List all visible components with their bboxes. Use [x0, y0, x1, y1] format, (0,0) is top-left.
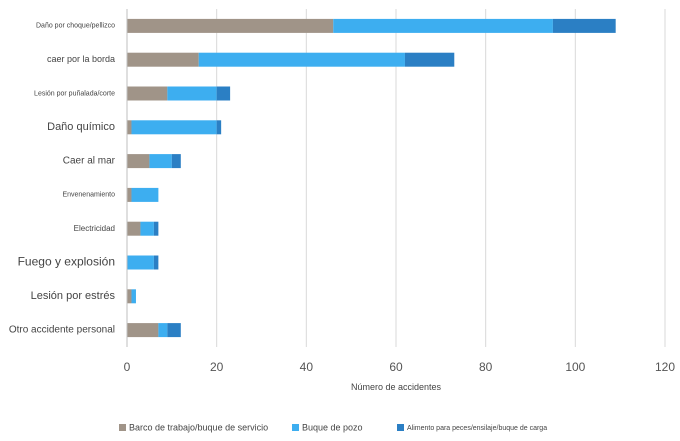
legend-swatch: [292, 424, 299, 431]
bar-segment: [127, 323, 159, 338]
x-tick-label: 60: [389, 360, 403, 374]
bar-segment: [131, 187, 159, 202]
category-label: Lesión por estrés: [31, 290, 116, 302]
category-label: Daño por choque/pellizco: [36, 23, 115, 30]
bar-segment: [216, 86, 231, 101]
bar-segment: [140, 221, 154, 236]
bar-segment: [149, 154, 172, 169]
category-label: Electricidad: [74, 224, 115, 233]
bar-segment: [127, 120, 132, 135]
bar-segment: [552, 18, 616, 33]
bar-segment: [171, 154, 181, 169]
category-labels: Daño por choque/pellizco caer por la bord…: [9, 23, 116, 336]
bar-segment: [127, 154, 150, 169]
category-label: Caer al mar: [63, 156, 116, 167]
bar-segment: [167, 86, 217, 101]
bar-segment: [127, 187, 132, 202]
bar-segment: [131, 289, 136, 304]
x-tick-label: 80: [479, 360, 493, 374]
bar-segment: [127, 289, 132, 304]
x-tick-labels: 0 20 40 60 80 100 120: [124, 360, 676, 374]
legend: Barco de trabajo/buque de servicio Buque …: [119, 422, 547, 432]
bar-segment: [216, 120, 222, 135]
category-label: caer por la borda: [47, 54, 115, 64]
bar-segment: [167, 323, 181, 338]
bar-segment: [127, 255, 154, 270]
category-label: Daño químico: [47, 121, 115, 133]
category-label: Fuego y explosión: [18, 255, 115, 269]
x-tick-label: 120: [655, 360, 675, 374]
x-tick-label: 40: [300, 360, 314, 374]
bar-segment: [404, 52, 455, 67]
bars: [127, 18, 616, 338]
category-label: Envenenamiento: [62, 192, 115, 199]
bar-segment: [127, 86, 168, 101]
bar-segment: [127, 18, 334, 33]
bar-segment: [127, 52, 199, 67]
legend-swatch: [119, 424, 126, 431]
bar-segment: [131, 120, 217, 135]
legend-label: Buque de pozo: [302, 422, 363, 432]
legend-label: Alimento para peces/ensilaje/buque de ca…: [407, 425, 547, 432]
category-label: Lesión por puñalada/corte: [34, 90, 115, 97]
x-tick-label: 100: [565, 360, 585, 374]
bar-segment: [158, 323, 168, 338]
category-label: Otro accidente personal: [9, 325, 115, 336]
x-axis-title: Número de accidentes: [351, 382, 442, 392]
x-tick-label: 0: [124, 360, 131, 374]
x-tick-label: 20: [210, 360, 224, 374]
bar-segment: [153, 255, 159, 270]
bar-segment: [153, 221, 159, 236]
bar-segment: [333, 18, 553, 33]
legend-swatch: [397, 424, 404, 431]
bar-segment: [198, 52, 405, 67]
bar-segment: [127, 221, 141, 236]
legend-label: Barco de trabajo/buque de servicio: [129, 422, 268, 432]
